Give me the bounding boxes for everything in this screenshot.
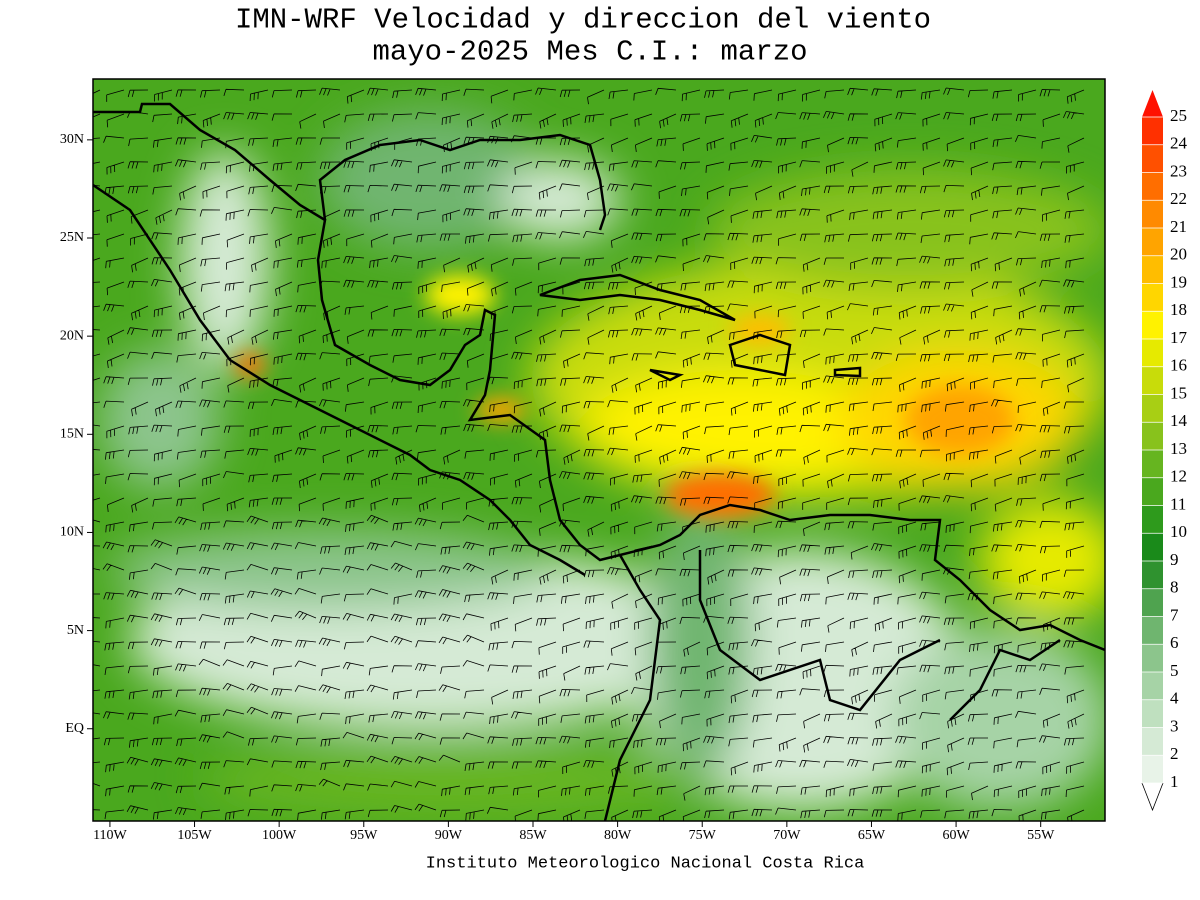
- lat-tick-label: 25N: [60, 230, 84, 245]
- colorbar-label: 8: [1170, 578, 1179, 597]
- colorbar-box: [1142, 283, 1163, 312]
- lat-tick-label: 5N: [67, 623, 84, 638]
- colorbar-label: 23: [1170, 161, 1187, 180]
- lat-tick-label: EQ: [65, 721, 84, 736]
- colorbar-box: [1142, 477, 1163, 506]
- colorbar-over: [1142, 90, 1163, 117]
- colorbar-box: [1142, 339, 1163, 367]
- lon-tick-label: 100W: [262, 828, 297, 843]
- colorbar-box: [1142, 228, 1163, 256]
- colorbar-under: [1141, 782, 1164, 812]
- colorbar-box: [1142, 172, 1163, 201]
- colorbar-label: 19: [1170, 272, 1187, 291]
- colorbar-label: 22: [1170, 189, 1187, 208]
- colorbar-label: 14: [1170, 411, 1188, 430]
- lon-tick-label: 60W: [942, 828, 970, 843]
- colorbar-box: [1142, 616, 1163, 645]
- colorbar-label: 7: [1170, 605, 1179, 624]
- wind-field: [93, 79, 1105, 821]
- colorbar-box: [1142, 144, 1163, 173]
- lat-tick-label: 20N: [60, 328, 84, 343]
- colorbar-box: [1142, 561, 1163, 589]
- colorbar-box: [1142, 644, 1163, 672]
- colorbar-label: 25: [1170, 106, 1187, 125]
- colorbar-label: 9: [1170, 550, 1179, 569]
- colorbar-label: 11: [1170, 494, 1186, 513]
- colorbar-label: 16: [1170, 356, 1187, 375]
- coastlines: [93, 102, 1105, 821]
- colorbar-box: [1142, 672, 1163, 700]
- lon-tick-label: 85W: [519, 828, 547, 843]
- colorbar-label: 15: [1170, 383, 1187, 402]
- colorbar-label: 12: [1170, 467, 1187, 486]
- field-maxima: [235, 275, 1015, 517]
- colorbar-label: 5: [1170, 661, 1179, 680]
- colorbar-box: [1142, 366, 1163, 395]
- lon-tick-label: 65W: [858, 828, 886, 843]
- colorbar-label: 24: [1170, 134, 1188, 153]
- colorbar-label: 20: [1170, 245, 1187, 264]
- colorbar-label: 13: [1170, 439, 1187, 458]
- colorbar: 1234567891011121314151617181920212223242…: [1141, 90, 1188, 812]
- lon-tick-label: 95W: [350, 828, 378, 843]
- colorbar-box: [1142, 755, 1163, 783]
- colorbar-box: [1142, 699, 1163, 728]
- colorbar-label: 21: [1170, 217, 1187, 236]
- colorbar-label: 17: [1170, 328, 1188, 347]
- lon-tick-label: 90W: [435, 828, 463, 843]
- lon-tick-label: 105W: [177, 828, 212, 843]
- colorbar-label: 6: [1170, 633, 1179, 652]
- colorbar-box: [1142, 255, 1163, 284]
- lon-tick-label: 110W: [93, 828, 127, 843]
- lat-tick-label: 15N: [60, 427, 84, 442]
- lon-tick-label: 55W: [1027, 828, 1055, 843]
- colorbar-box: [1142, 588, 1163, 617]
- colorbar-label: 4: [1170, 689, 1179, 708]
- wind-barb: [93, 87, 1085, 821]
- colorbar-label: 3: [1170, 716, 1179, 735]
- colorbar-box: [1142, 117, 1163, 145]
- map-frame: [92, 78, 1106, 822]
- colorbar-box: [1142, 450, 1163, 478]
- lon-tick-label: 80W: [604, 828, 632, 843]
- lon-tick-label: 70W: [773, 828, 801, 843]
- colorbar-label: 2: [1170, 744, 1179, 763]
- colorbar-box: [1142, 311, 1163, 339]
- colorbar-label: 1: [1170, 772, 1179, 791]
- colorbar-box: [1142, 727, 1163, 756]
- colorbar-box: [1142, 394, 1163, 423]
- lon-tick-label: 75W: [689, 828, 717, 843]
- subtitle: mayo-2025 Mes C.I.: marzo: [372, 36, 807, 69]
- colorbar-label: 18: [1170, 300, 1187, 319]
- title: IMN-WRF Velocidad y direccion del viento: [235, 4, 931, 37]
- colorbar-label: 10: [1170, 522, 1187, 541]
- lat-tick-label: 10N: [60, 525, 84, 540]
- colorbar-box: [1142, 422, 1163, 450]
- axes: 110W 105W 100W 95W 90W 85W 80W 75W 70W 65W 60W 55W 3…: [60, 132, 1055, 843]
- colorbar-box: [1142, 533, 1163, 561]
- credit: Instituto Meteorologico Nacional Costa R…: [426, 854, 865, 873]
- colorbar-box: [1142, 505, 1163, 534]
- lat-tick-label: 30N: [60, 132, 84, 147]
- wind-barbs: [93, 87, 1085, 821]
- colorbar-box: [1142, 200, 1163, 228]
